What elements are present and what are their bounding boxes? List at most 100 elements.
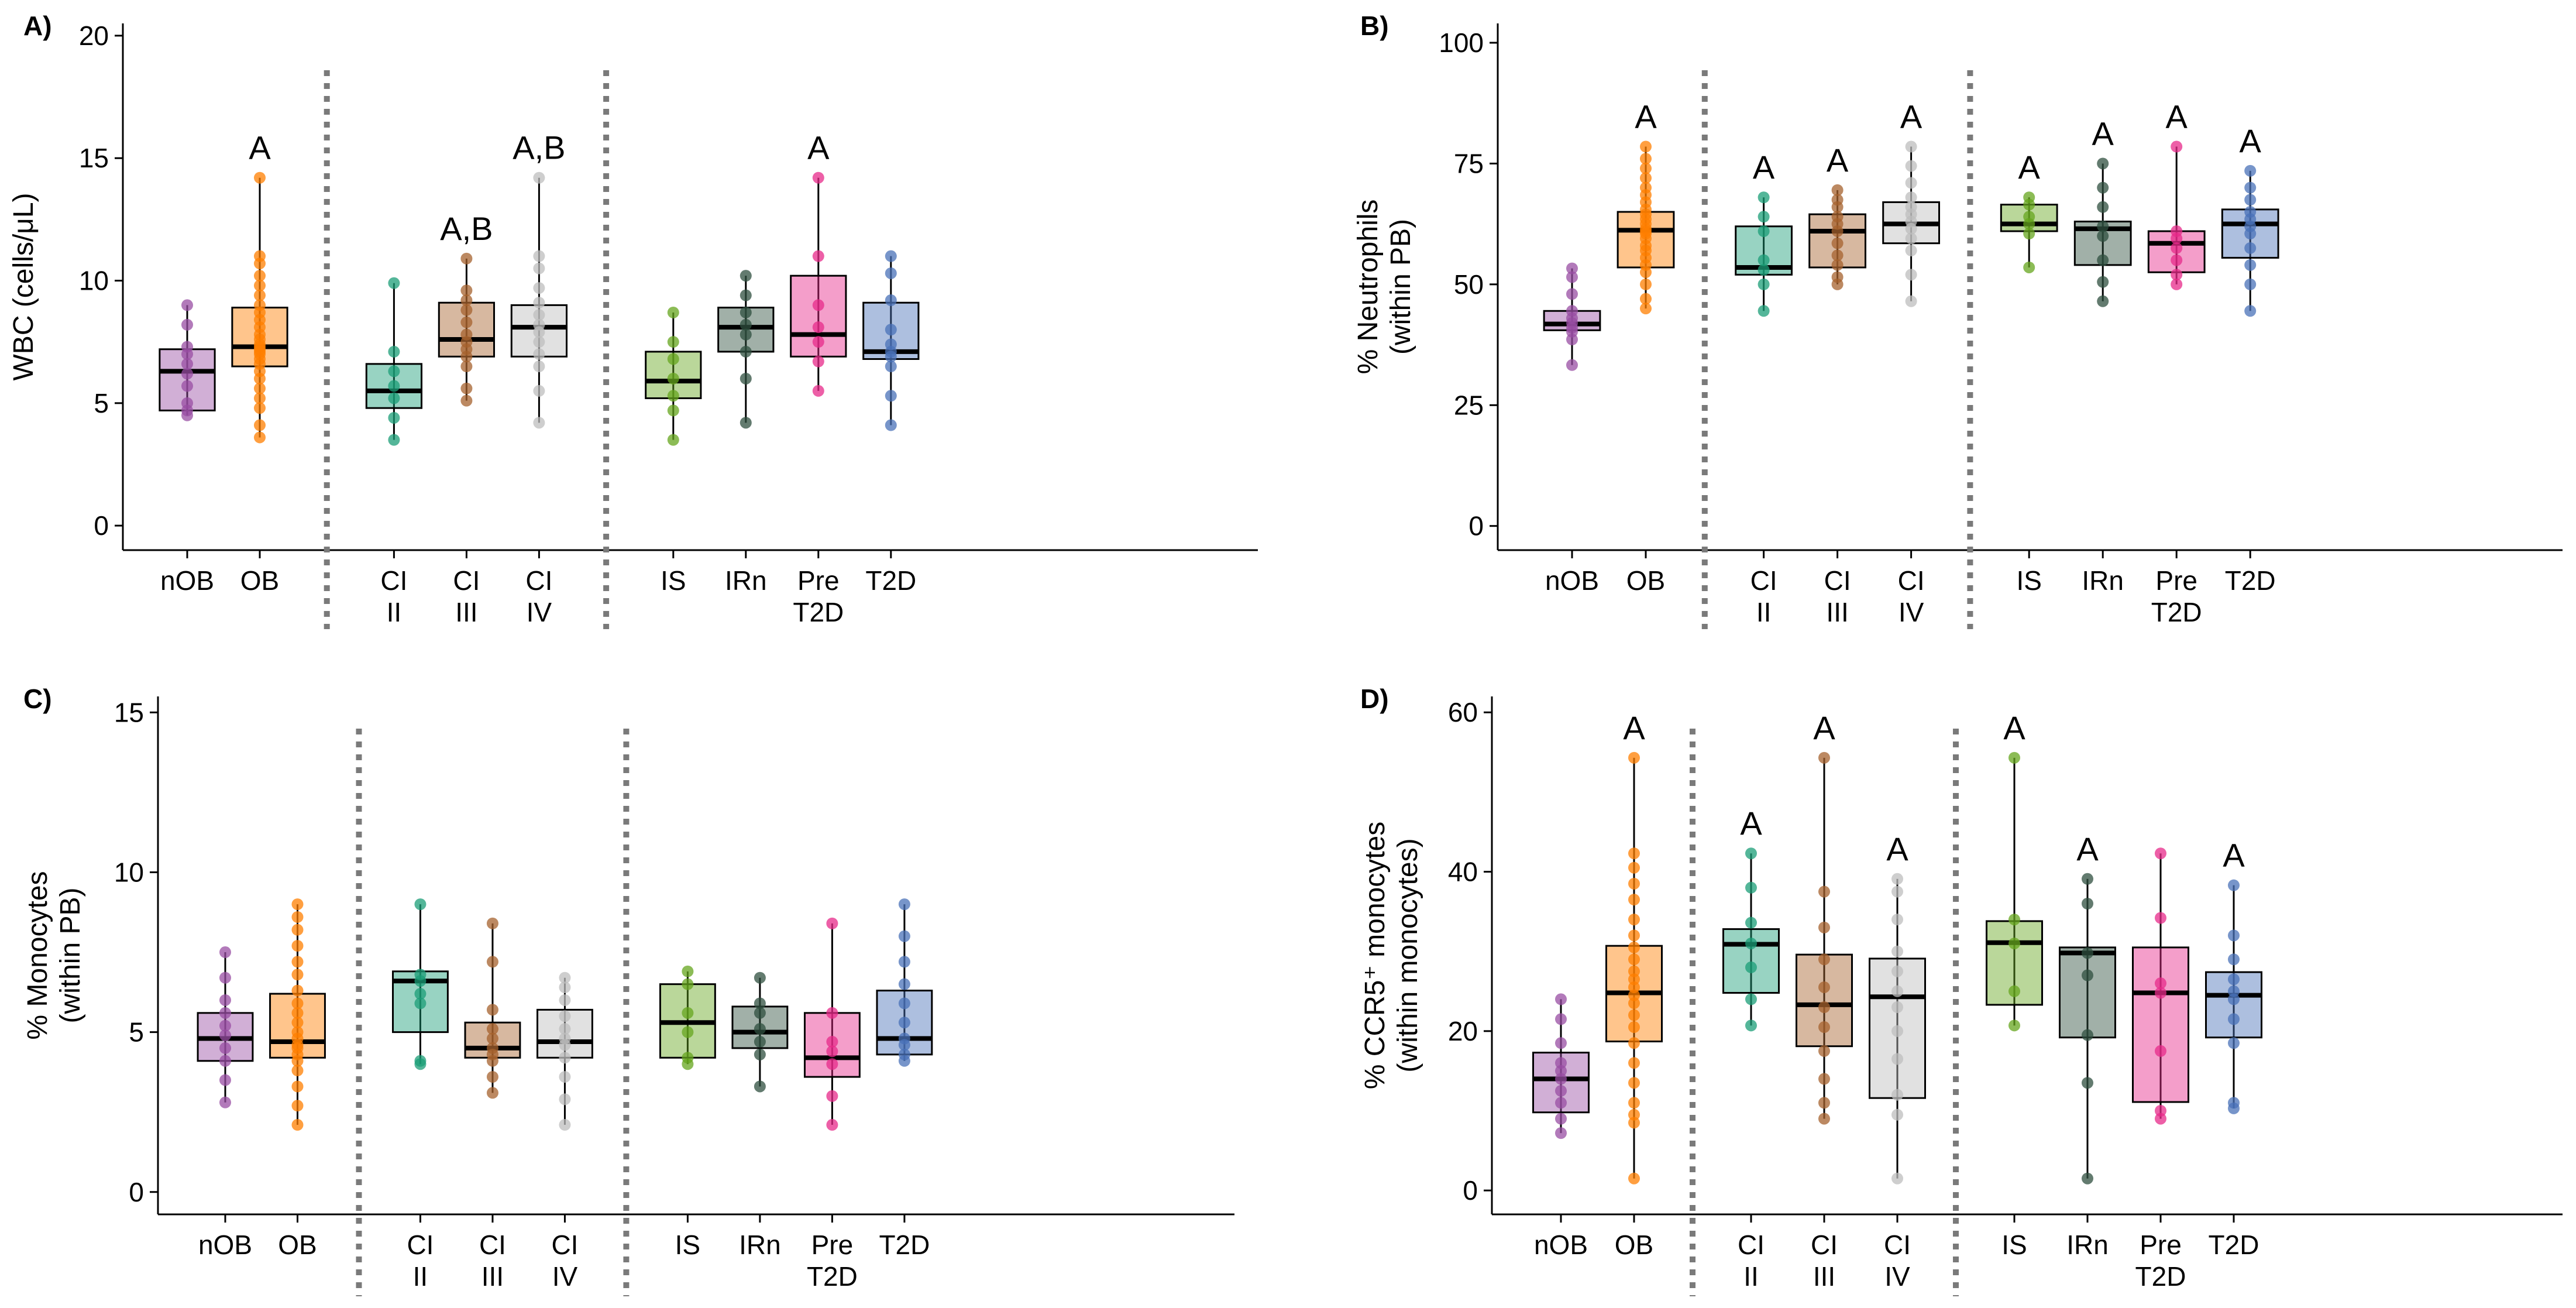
panel-title: A) bbox=[23, 11, 52, 41]
x-tick-label-line: IV bbox=[527, 597, 552, 627]
x-tick-label-line: CI bbox=[1898, 565, 1925, 596]
data-point bbox=[2244, 206, 2257, 218]
x-tick-label-line: IRn bbox=[2082, 565, 2124, 596]
data-point bbox=[460, 394, 473, 407]
data-point bbox=[1628, 1108, 1640, 1121]
data-point bbox=[1555, 1127, 1567, 1139]
x-tick-label: CI IV bbox=[1884, 1230, 1911, 1292]
data-point bbox=[2097, 295, 2109, 307]
data-point bbox=[1628, 1057, 1640, 1069]
x-tick-label: CI IV bbox=[525, 565, 552, 627]
data-point bbox=[291, 911, 304, 923]
x-tick-label-line: T2D bbox=[879, 1230, 930, 1260]
data-point bbox=[2171, 254, 2183, 266]
data-point bbox=[885, 338, 897, 351]
data-point bbox=[2097, 276, 2109, 288]
data-point bbox=[2228, 1097, 2240, 1109]
data-point bbox=[898, 1048, 910, 1060]
x-tick-label: IS bbox=[675, 1230, 700, 1260]
x-tick-label-line: CI bbox=[1738, 1230, 1765, 1260]
data-point bbox=[2097, 181, 2109, 194]
x-tick-label: OB bbox=[1615, 1230, 1653, 1260]
data-point bbox=[291, 1026, 304, 1038]
box-group-ci-iv: A CI IV bbox=[1882, 98, 1940, 627]
data-point bbox=[2082, 969, 2093, 981]
x-tick-label: T2D bbox=[2225, 565, 2276, 596]
y-tick-label: 20 bbox=[1448, 1016, 1478, 1046]
data-point bbox=[2155, 847, 2166, 860]
significance-label: A bbox=[2240, 122, 2262, 159]
data-point bbox=[2244, 164, 2257, 177]
x-tick-label: T2D bbox=[879, 1230, 930, 1260]
data-point bbox=[2228, 953, 2240, 966]
data-point bbox=[254, 299, 266, 311]
data-point bbox=[2082, 947, 2093, 959]
x-tick-label-line: T2D bbox=[807, 1261, 858, 1292]
data-point bbox=[898, 930, 910, 942]
data-point bbox=[1818, 1113, 1830, 1125]
data-point bbox=[1555, 1013, 1567, 1025]
data-point bbox=[2171, 269, 2183, 281]
x-tick-label: Pre T2D bbox=[2151, 565, 2202, 627]
box-group-irn: IRn bbox=[731, 971, 789, 1260]
box-group-ci-ii: A CI II bbox=[1722, 805, 1780, 1292]
box-group-ob: A OB bbox=[1605, 709, 1663, 1260]
data-point bbox=[388, 365, 400, 377]
data-point bbox=[667, 434, 679, 446]
x-tick-label: Pre T2D bbox=[2135, 1230, 2186, 1292]
x-tick-label-line: nOB bbox=[1534, 1230, 1588, 1260]
data-point bbox=[1640, 278, 1652, 290]
x-tick-label-line: IV bbox=[1884, 1261, 1910, 1292]
data-point bbox=[1905, 269, 1917, 281]
data-point bbox=[1818, 751, 1830, 764]
data-point bbox=[2082, 1029, 2093, 1041]
data-point bbox=[533, 250, 545, 262]
data-point bbox=[219, 971, 231, 984]
data-point bbox=[898, 898, 910, 911]
data-point bbox=[1891, 1172, 1903, 1185]
data-point bbox=[2008, 751, 2020, 764]
x-tick-label-line: OB bbox=[240, 565, 279, 596]
data-point bbox=[219, 1055, 231, 1067]
data-point bbox=[291, 1100, 304, 1112]
data-point bbox=[885, 390, 897, 402]
y-tick-label: 75 bbox=[1454, 148, 1484, 178]
y-tick-label: 50 bbox=[1454, 269, 1484, 300]
data-point bbox=[486, 917, 498, 929]
data-point bbox=[2082, 1172, 2093, 1185]
box-group-ci-iii: CI III bbox=[464, 917, 521, 1292]
data-point bbox=[388, 277, 400, 289]
y-axis-label-line: (within PB) bbox=[55, 887, 86, 1023]
data-point bbox=[181, 318, 193, 331]
data-point bbox=[1640, 293, 1652, 305]
x-tick-label-line: T2D bbox=[2135, 1261, 2186, 1292]
data-point bbox=[740, 318, 752, 331]
y-tick-label: 60 bbox=[1448, 697, 1478, 727]
data-point bbox=[885, 361, 897, 373]
x-tick-label: nOB bbox=[198, 1230, 252, 1260]
data-point bbox=[254, 270, 266, 282]
panel-title: B) bbox=[1360, 11, 1389, 41]
data-point bbox=[1640, 140, 1652, 153]
data-point bbox=[2082, 898, 2093, 909]
y-axis-label: WBC (cells/μL) bbox=[8, 193, 39, 381]
data-point bbox=[2228, 1013, 2240, 1025]
box-group-ci-ii: CI II bbox=[392, 898, 449, 1292]
box-group-ob: OB bbox=[269, 898, 326, 1260]
data-point bbox=[1831, 211, 1844, 223]
box-group-is: IS bbox=[659, 965, 716, 1260]
box-group-pre-t2d: A Pre T2D bbox=[790, 129, 847, 627]
data-point bbox=[1905, 160, 1917, 172]
data-point bbox=[682, 1052, 694, 1064]
y-axis-label-line: % Neutrophils bbox=[1353, 200, 1384, 375]
data-point bbox=[1831, 194, 1844, 206]
data-point bbox=[559, 994, 571, 1006]
data-point bbox=[740, 328, 752, 341]
data-point bbox=[2023, 261, 2035, 273]
data-point bbox=[559, 1093, 571, 1106]
x-tick-label-line: III bbox=[1813, 1261, 1835, 1292]
data-point bbox=[181, 397, 193, 409]
data-point bbox=[254, 392, 266, 404]
data-point bbox=[812, 299, 824, 311]
